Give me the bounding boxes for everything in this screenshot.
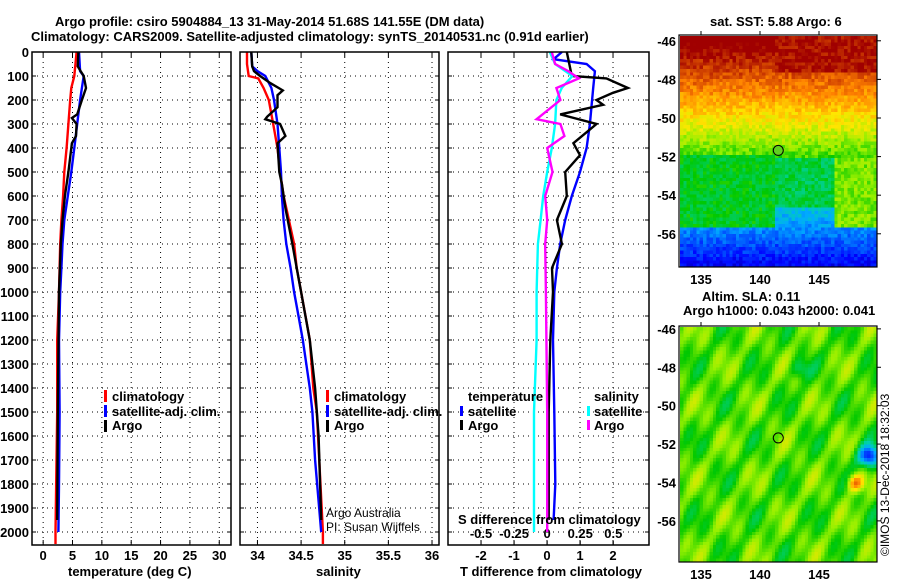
t-diff-xlabel: T difference from climatology bbox=[460, 564, 643, 579]
x-tick-label: 20 bbox=[153, 548, 167, 563]
depth-tick-label: 1200 bbox=[0, 333, 29, 348]
s-diff-xlabel: S difference from climatology bbox=[458, 512, 642, 527]
legend-swatch-climatology bbox=[104, 390, 107, 402]
depth-tick-label: 2000 bbox=[0, 525, 29, 540]
plot-frame bbox=[447, 51, 650, 546]
depth-tick-label: 1800 bbox=[0, 477, 29, 492]
s-tick-label: 0.25 bbox=[568, 526, 593, 541]
x-tick-label: 1 bbox=[576, 548, 583, 563]
x-tick-label: 15 bbox=[124, 548, 138, 563]
s-tick-label: -0.5 bbox=[470, 526, 492, 541]
title-line-1: Argo profile: csiro 5904884_13 31-May-20… bbox=[55, 14, 484, 29]
legend-swatch-t-satellite bbox=[460, 406, 463, 416]
depth-tick-label: 800 bbox=[7, 237, 29, 252]
legend-title-salinity: salinity bbox=[594, 389, 640, 404]
x-tick-label: 5 bbox=[69, 548, 76, 563]
s-tick-label: 0.5 bbox=[604, 526, 622, 541]
salinity-xlabel: salinity bbox=[316, 564, 362, 579]
profile-line-t-satellite bbox=[550, 51, 597, 521]
legend-label: satellite-adj. clim. bbox=[112, 404, 220, 419]
plot-frame bbox=[239, 51, 440, 546]
legend-swatch-argo bbox=[104, 420, 107, 432]
depth-axis: 0 100 200 300 400 500 600 700 800 900 1000 1100 1200… bbox=[0, 45, 29, 540]
legend-label: Argo bbox=[594, 418, 624, 433]
legend-title-temperature: temperature bbox=[468, 389, 543, 404]
difference-legend: temperature satellite Argo salinity sate… bbox=[460, 389, 642, 433]
legend-label: satellite-adj. clim. bbox=[334, 404, 442, 419]
salinity-panel: 34 34.5 35 35.5 36 bbox=[239, 51, 440, 563]
title-line-2: Climatology: CARS2009. Satellite-adjuste… bbox=[31, 29, 589, 44]
salinity-legend: climatology satellite-adj. clim. Argo bbox=[326, 389, 442, 433]
sst-map-title: sat. SST: 5.88 Argo: 6 bbox=[710, 14, 842, 29]
profile-line-argo bbox=[56, 51, 88, 521]
legend-swatch-satellite bbox=[326, 405, 329, 417]
legend-swatch-satellite bbox=[104, 405, 107, 417]
legend-swatch-climatology bbox=[326, 390, 329, 402]
x-tick-label: -2 bbox=[475, 548, 487, 563]
legend-swatch-argo bbox=[326, 420, 329, 432]
depth-tick-label: 1000 bbox=[0, 285, 29, 300]
sst-map-image bbox=[680, 36, 877, 267]
temperature-legend: climatology satellite-adj. clim. Argo bbox=[104, 389, 220, 433]
x-tick-label: 35.5 bbox=[376, 548, 401, 563]
depth-tick-label: 700 bbox=[7, 213, 29, 228]
x-tick-label: 0 bbox=[40, 548, 47, 563]
x-tick-label: 25 bbox=[183, 548, 197, 563]
legend-swatch-s-argo bbox=[587, 420, 590, 430]
x-tick-label: -1 bbox=[508, 548, 520, 563]
depth-tick-label: 100 bbox=[7, 69, 29, 84]
legend-label: satellite bbox=[468, 404, 516, 419]
depth-tick-label: 500 bbox=[7, 165, 29, 180]
difference-panel: -2 -1 0 1 2 -0.5 -0.25 0 0.25 0.5 bbox=[447, 51, 650, 563]
depth-tick-label: 1900 bbox=[0, 501, 29, 516]
imos-credit: ©IMOS 13-Dec-2018 18:32:03 bbox=[878, 393, 892, 556]
legend-label: climatology bbox=[112, 389, 185, 404]
profile-line-satellite-adj-clim- bbox=[250, 51, 323, 533]
depth-tick-label: 1500 bbox=[0, 405, 29, 420]
depth-tick-label: 1400 bbox=[0, 381, 29, 396]
legend-label: Argo bbox=[334, 418, 364, 433]
depth-tick-label: 300 bbox=[7, 117, 29, 132]
x-tick-label: 10 bbox=[95, 548, 109, 563]
legend-label: climatology bbox=[334, 389, 407, 404]
profile-line-argo bbox=[250, 51, 323, 521]
profile-line-s-argo bbox=[533, 51, 582, 532]
sla-map-title-1: Altim. SLA: 0.11 bbox=[702, 289, 800, 304]
sla-map-image bbox=[680, 327, 877, 562]
depth-tick-label: 200 bbox=[7, 93, 29, 108]
x-tick-label: 30 bbox=[212, 548, 226, 563]
x-tick-label: 34.5 bbox=[288, 548, 313, 563]
depth-tick-label: 600 bbox=[7, 189, 29, 204]
pi-annotation: PI: Susan Wijffels bbox=[326, 520, 420, 534]
legend-label: Argo bbox=[112, 418, 142, 433]
depth-tick-label: 1700 bbox=[0, 453, 29, 468]
s-tick-label: -0.25 bbox=[499, 526, 529, 541]
s-tick-label: 0 bbox=[544, 526, 551, 541]
depth-tick-label: 1300 bbox=[0, 357, 29, 372]
argo-australia-annotation: Argo Australia bbox=[326, 506, 401, 520]
legend-label: Argo bbox=[468, 418, 498, 433]
legend-swatch-s-satellite bbox=[587, 406, 590, 416]
profile-line-climatology bbox=[245, 52, 325, 544]
profile-line-t-argo bbox=[547, 51, 632, 520]
profile-line-s-satellite bbox=[532, 51, 575, 532]
depth-tick-label: 0 bbox=[22, 45, 29, 60]
temperature-xlabel: temperature (deg C) bbox=[68, 564, 192, 579]
plot-frame bbox=[31, 51, 232, 546]
x-tick-label: 36 bbox=[425, 548, 439, 563]
x-tick-label: 34 bbox=[250, 548, 265, 563]
temperature-panel: 0 5 10 15 20 25 30 bbox=[31, 51, 232, 563]
sla-map-title-2: Argo h1000: 0.043 h2000: 0.041 bbox=[683, 303, 875, 318]
x-tick-label: 35 bbox=[338, 548, 352, 563]
x-tick-label: 0 bbox=[543, 548, 550, 563]
depth-tick-label: 1100 bbox=[1, 309, 29, 324]
legend-label: satellite bbox=[594, 404, 642, 419]
depth-tick-label: 1600 bbox=[0, 429, 29, 444]
legend-swatch-t-argo bbox=[460, 420, 463, 430]
depth-tick-label: 400 bbox=[7, 141, 29, 156]
depth-tick-label: 900 bbox=[7, 261, 29, 276]
x-tick-label: 2 bbox=[609, 548, 616, 563]
